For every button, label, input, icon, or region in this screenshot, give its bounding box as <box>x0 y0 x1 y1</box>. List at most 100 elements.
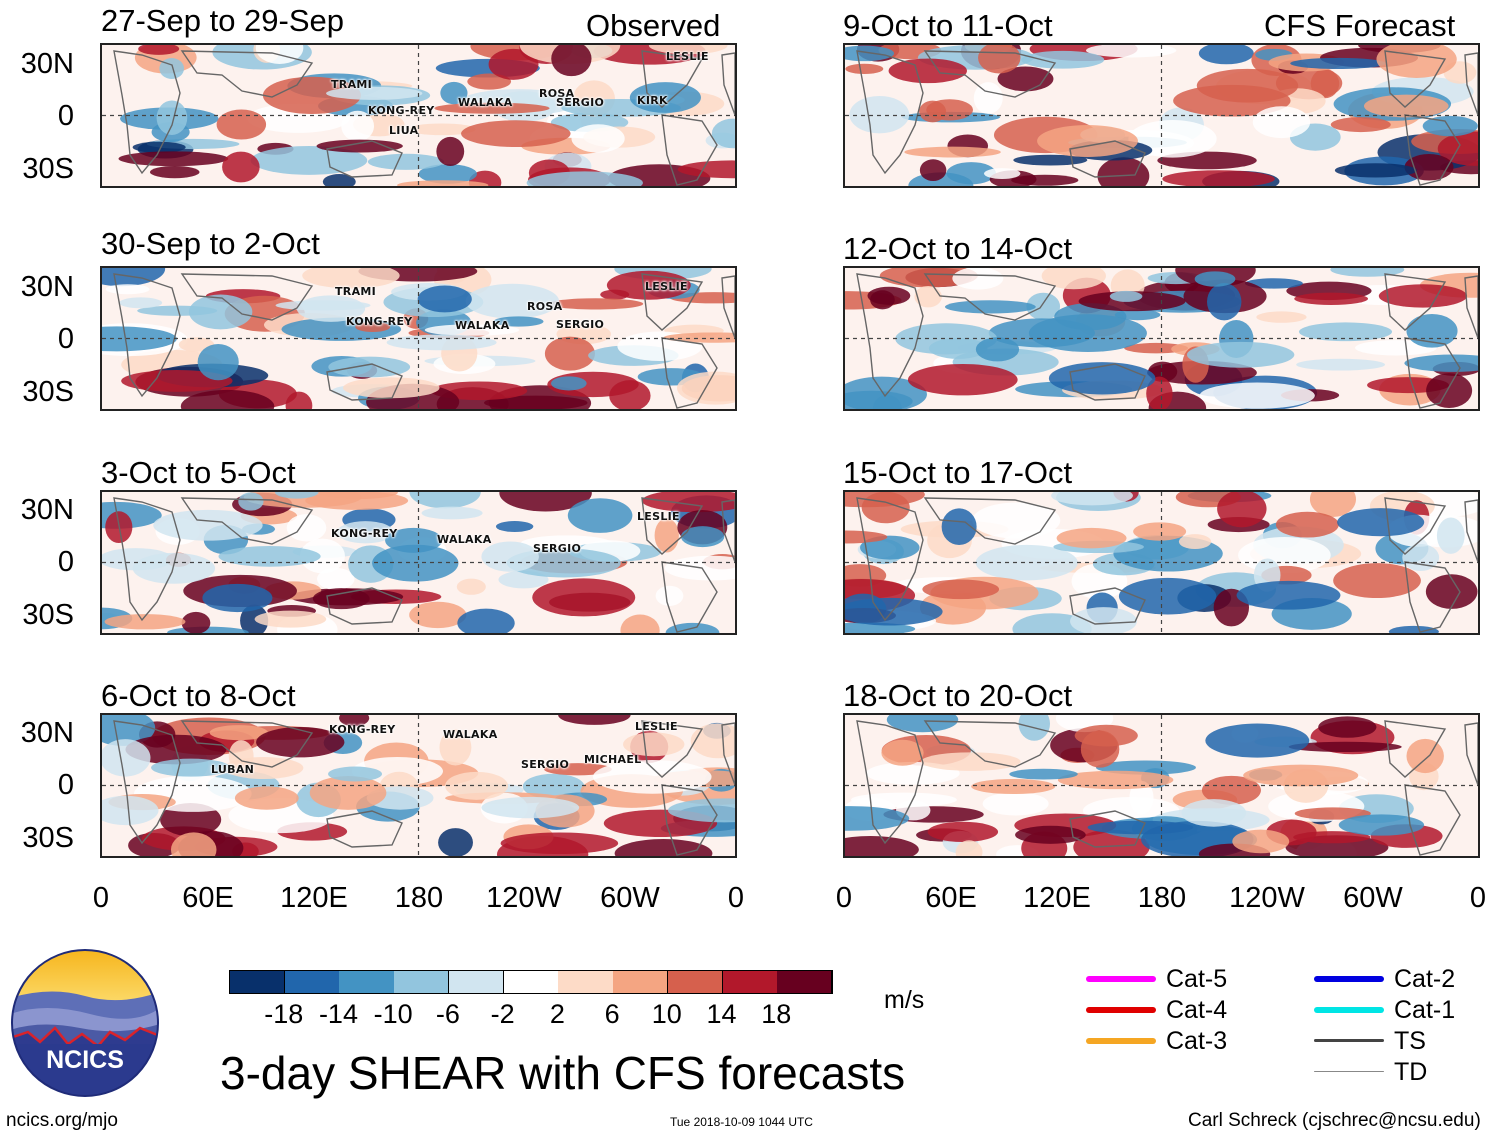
colorbar-swatch <box>284 971 340 993</box>
shear-contour <box>1015 825 1086 844</box>
shear-contour <box>1021 50 1105 69</box>
shear-contour <box>1402 543 1440 571</box>
colorbar-tick-label: -10 <box>373 999 413 1029</box>
shear-contour <box>296 295 366 322</box>
shear-contour <box>532 578 636 617</box>
shear-contour <box>1186 341 1295 368</box>
shear-contour <box>1426 373 1473 409</box>
lat-label-30n: 30N <box>20 271 74 303</box>
coastline <box>113 497 181 622</box>
shear-contour <box>102 326 177 352</box>
coastline <box>641 50 704 108</box>
storm-label: KONG-REY <box>368 104 435 117</box>
shear-map-left-3 <box>100 490 737 635</box>
shear-contour <box>1310 68 1340 99</box>
lon-label: 60W <box>1343 882 1403 914</box>
shear-contour <box>336 521 394 544</box>
shear-contour <box>567 498 633 533</box>
storm-label: LESLIE <box>635 720 678 733</box>
coastline <box>661 784 718 856</box>
coastline <box>1404 114 1461 186</box>
shear-contour <box>1406 314 1458 348</box>
coastline <box>180 50 314 98</box>
shear-contour <box>481 796 580 819</box>
shear-contour <box>465 283 560 319</box>
shear-contour <box>499 492 592 512</box>
lat-label-30n: 30N <box>20 717 74 749</box>
shear-contour <box>328 356 411 378</box>
shear-contour <box>1097 157 1150 186</box>
shear-contour <box>445 771 509 800</box>
shear-contour <box>1198 45 1254 65</box>
shear-contour <box>922 579 1000 600</box>
storm-label: KONG-REY <box>331 527 398 540</box>
coastline <box>1404 784 1461 856</box>
storm-label: SERGIO <box>556 96 605 109</box>
lon-label: 0 <box>727 882 745 914</box>
storm-label: KIRK <box>637 94 668 107</box>
shear-field <box>102 715 735 856</box>
coastline <box>1404 337 1461 409</box>
shear-contour <box>222 151 260 183</box>
shear-contour <box>1294 292 1369 305</box>
coastline <box>923 273 1057 321</box>
shear-contour <box>104 614 186 630</box>
shear-contour <box>481 541 539 572</box>
shear-contour <box>941 508 977 546</box>
shear-contour <box>571 124 625 153</box>
shear-contour <box>1207 283 1242 321</box>
shear-contour <box>386 334 497 351</box>
shear-contour <box>907 364 1018 396</box>
shear-contour <box>879 268 978 288</box>
shear-contour <box>322 173 356 186</box>
shear-contour <box>888 58 967 84</box>
colorbar-tick-label: 6 <box>604 999 620 1029</box>
shear-contour <box>132 141 186 153</box>
shear-contour <box>467 73 512 90</box>
legend-swatch-td <box>1314 1071 1384 1072</box>
shear-contour <box>655 585 684 606</box>
shear-contour <box>1217 492 1267 528</box>
coastline <box>721 722 735 786</box>
coastline <box>923 50 1057 98</box>
shear-contour <box>845 835 919 856</box>
shear-contour <box>218 546 321 567</box>
shear-contour <box>654 518 679 553</box>
shear-contour <box>620 614 660 633</box>
shear-contour <box>440 81 468 105</box>
shear-field <box>102 492 735 633</box>
lon-label: 0 <box>1469 882 1487 914</box>
coastline <box>641 720 704 778</box>
storm-label: ROSA <box>527 300 563 313</box>
left-panel-3-title: 3-Oct to 5-Oct <box>101 455 296 490</box>
lon-label: 0 <box>835 882 853 914</box>
shear-contour <box>1118 577 1217 615</box>
shear-contour <box>312 588 370 610</box>
shear-contour <box>119 297 163 309</box>
shear-contour <box>339 715 370 727</box>
lon-label: 180 <box>394 882 444 914</box>
shear-contour <box>845 492 925 508</box>
shear-contour <box>944 300 1036 314</box>
shear-contour <box>551 45 592 77</box>
legend-label-cat-5: Cat-5 <box>1166 965 1228 993</box>
shear-contour <box>1194 271 1236 287</box>
shear-contour <box>1422 115 1478 137</box>
shear-contour <box>914 285 942 308</box>
coastline <box>641 273 704 331</box>
lat-label-eq: 0 <box>57 100 74 132</box>
shear-contour <box>973 82 1003 114</box>
shear-contour <box>1009 768 1078 780</box>
storm-label: LESLIE <box>637 510 680 523</box>
shear-field <box>845 492 1478 633</box>
shear-contour <box>456 578 486 595</box>
shear-contour <box>1330 117 1391 133</box>
shear-contour <box>302 268 400 289</box>
colorbar-swatch <box>777 971 833 993</box>
shear-contour <box>118 151 229 167</box>
colorbar-swatch <box>394 971 450 993</box>
coastline <box>923 497 1057 545</box>
footer-timestamp: Tue 2018-10-09 1044 UTC <box>670 1115 813 1129</box>
shear-contour <box>234 786 299 810</box>
storm-label: TRAMI <box>335 285 377 298</box>
